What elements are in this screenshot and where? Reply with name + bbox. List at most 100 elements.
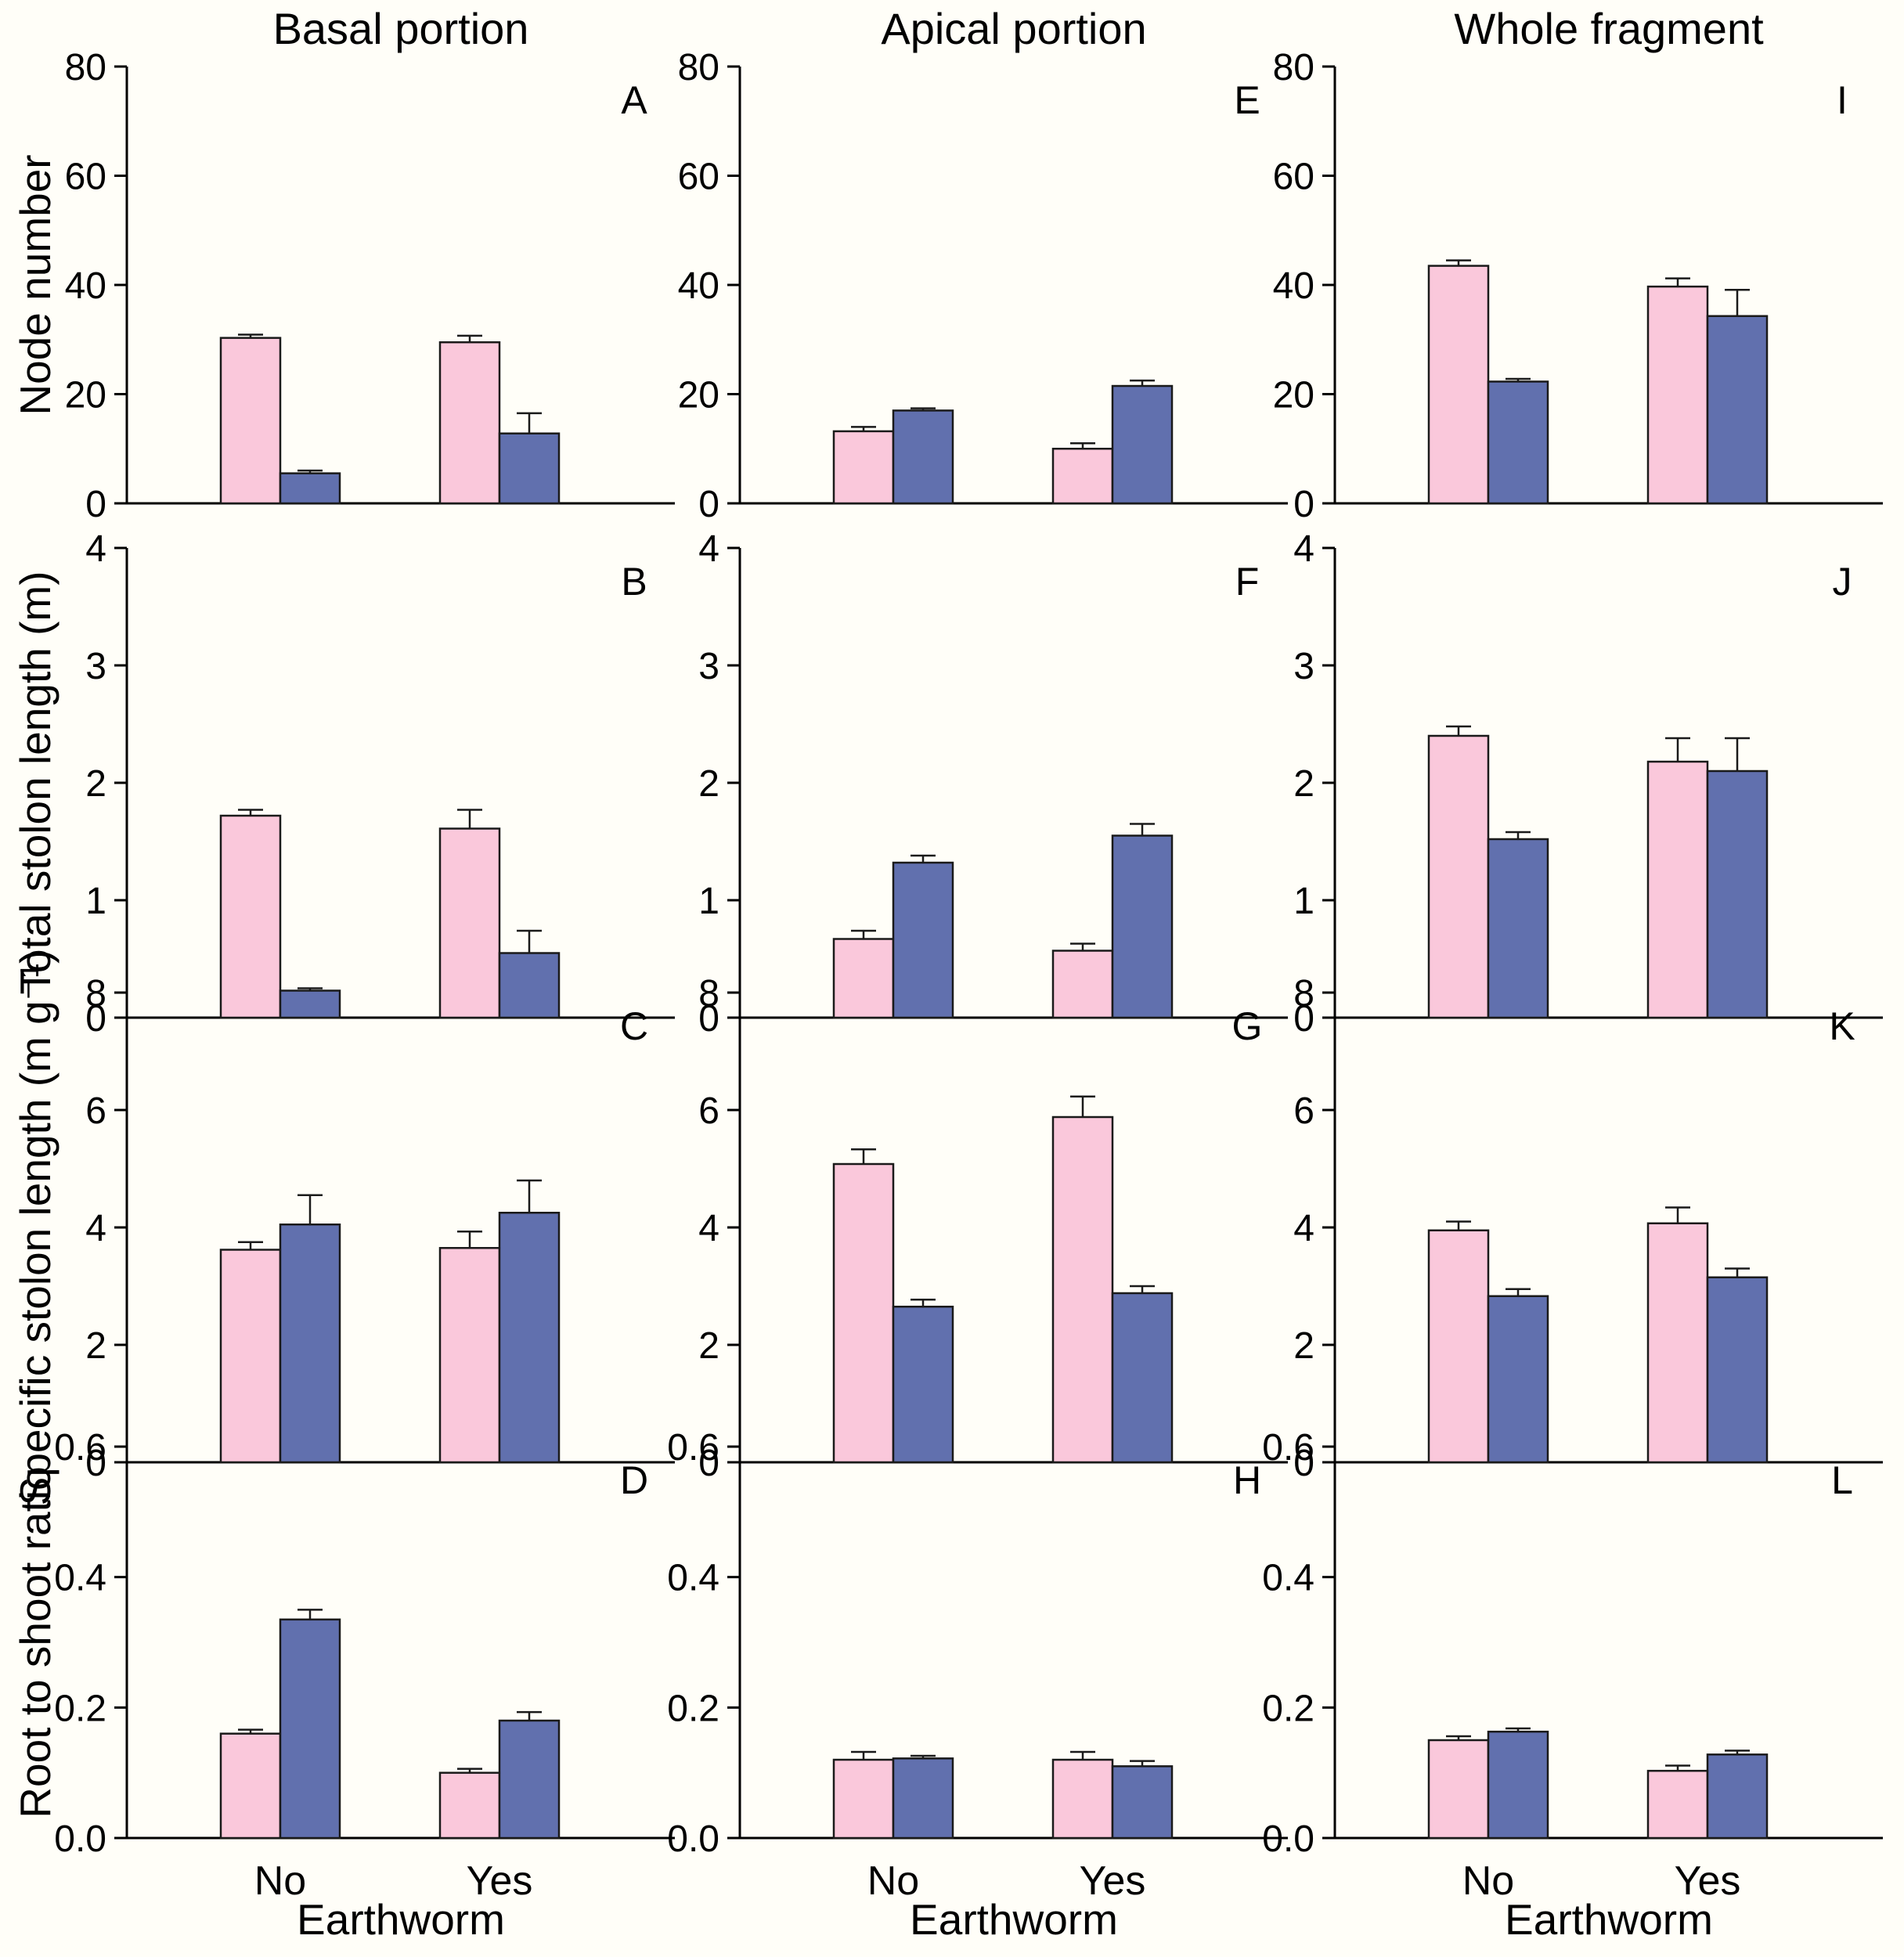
y-tick-label: 0.0 xyxy=(667,1818,719,1860)
y-tick-label: 80 xyxy=(1273,47,1314,88)
panel-l: 0.0 0.2 0.4 0.6 L No Yes xyxy=(1262,1427,1883,1904)
bar-pink-no xyxy=(1427,1229,1490,1464)
y-tick-label: 2 xyxy=(1293,1325,1314,1367)
bar-pink-no xyxy=(832,1758,895,1840)
panel-j: 0 1 2 3 4 J xyxy=(1293,528,1883,1040)
y-tick-label: 3 xyxy=(85,646,106,687)
y-tick-label: 0.2 xyxy=(54,1688,106,1729)
y-tick-label: 0.6 xyxy=(54,1427,106,1469)
panel-d: 0.0 0.2 0.4 0.6 D No Yes xyxy=(54,1427,675,1904)
y-tick-label: 4 xyxy=(698,1208,719,1249)
bar-blue-no xyxy=(892,409,954,505)
y-tick-label: 20 xyxy=(1273,375,1314,416)
bar-blue-yes xyxy=(1111,1292,1174,1464)
bar-blue-yes xyxy=(1706,315,1769,505)
bar-pink-yes xyxy=(438,1247,501,1464)
panel-letter: D xyxy=(620,1458,648,1502)
bar-pink-yes xyxy=(1051,1115,1114,1464)
y-tick-label: 8 xyxy=(85,973,106,1015)
y-tick-label: 20 xyxy=(678,375,719,416)
y-tick-label: 60 xyxy=(678,157,719,198)
bar-pink-no xyxy=(1427,265,1490,505)
y-tick-label: 0 xyxy=(698,1443,719,1484)
y-tick-label: 0 xyxy=(698,484,719,525)
panel-letter: C xyxy=(620,1004,648,1048)
bar-blue-no xyxy=(279,1618,341,1840)
panel-e: 0 20 40 60 80 E xyxy=(678,47,1288,525)
y-tick-label: 60 xyxy=(1273,157,1314,198)
y-tick-label: 0 xyxy=(698,998,719,1040)
y-tick-label: 60 xyxy=(65,157,106,198)
bar-pink-no xyxy=(219,1249,282,1464)
panel-h: 0.0 0.2 0.4 0.6 H No Yes xyxy=(667,1427,1288,1904)
y-tick-label: 6 xyxy=(1293,1090,1314,1132)
y-tick-label: 2 xyxy=(698,763,719,805)
bar-pink-yes xyxy=(1646,760,1709,1019)
y-tick-label: 0 xyxy=(1293,998,1314,1040)
y-tick-label: 4 xyxy=(1293,1208,1314,1249)
panel-letter: J xyxy=(1833,560,1852,604)
panel-k: 0 2 4 6 8 K xyxy=(1293,973,1883,1484)
panel-a: 0 20 40 60 80 A xyxy=(65,47,675,525)
y-tick-label: 0.4 xyxy=(54,1558,106,1599)
y-tick-label: 20 xyxy=(65,375,106,416)
column-title-whole: Whole fragment xyxy=(1454,4,1764,53)
bar-blue-yes xyxy=(1111,384,1174,505)
y-tick-label: 0.4 xyxy=(667,1558,719,1599)
x-axis-title-earthworm-1: Earthworm xyxy=(297,1895,505,1944)
y-tick-label: 4 xyxy=(698,528,719,570)
y-tick-label: 0 xyxy=(85,484,106,525)
x-category-label: No xyxy=(254,1858,306,1904)
bar-pink-no xyxy=(219,337,282,505)
bar-pink-yes xyxy=(1051,1758,1114,1840)
bar-pink-no xyxy=(832,1162,895,1464)
y-tick-label: 1 xyxy=(698,881,719,922)
y-tick-label: 2 xyxy=(85,1325,106,1367)
y-tick-label: 0.4 xyxy=(1262,1558,1314,1599)
y-tick-label: 4 xyxy=(85,528,106,570)
bar-blue-yes xyxy=(1111,1765,1174,1840)
y-tick-label: 2 xyxy=(1293,763,1314,805)
y-tick-label: 0.0 xyxy=(1262,1818,1314,1860)
bar-pink-no xyxy=(219,1732,282,1840)
panel-f: 0 1 2 3 4 F xyxy=(698,528,1288,1040)
y-tick-label: 0 xyxy=(1293,1443,1314,1484)
column-title-apical: Apical portion xyxy=(881,4,1147,53)
panel-letter: K xyxy=(1829,1004,1855,1048)
y-tick-label: 0.6 xyxy=(1262,1427,1314,1469)
x-category-label: No xyxy=(1462,1858,1514,1904)
y-tick-label: 0.6 xyxy=(667,1427,719,1469)
panel-letter: I xyxy=(1837,78,1848,122)
bar-pink-yes xyxy=(1646,1222,1709,1464)
y-tick-label: 80 xyxy=(65,47,106,88)
bar-blue-yes xyxy=(498,952,561,1019)
y-tick-label: 0 xyxy=(85,1443,106,1484)
bar-blue-yes xyxy=(1706,769,1769,1019)
x-category-label: Yes xyxy=(1675,1858,1741,1904)
y-tick-label: 1 xyxy=(1293,881,1314,922)
bar-blue-no xyxy=(892,1306,954,1464)
y-tick-label: 40 xyxy=(1273,265,1314,307)
y-tick-label: 0.2 xyxy=(1262,1688,1314,1729)
x-category-label: Yes xyxy=(1080,1858,1146,1904)
panel-g: 0 2 4 6 8 G xyxy=(698,973,1288,1484)
bar-blue-yes xyxy=(1111,834,1174,1019)
bar-pink-yes xyxy=(1051,950,1114,1019)
y-tick-label: 40 xyxy=(678,265,719,307)
panel-letter: L xyxy=(1831,1458,1853,1502)
bar-blue-yes xyxy=(498,1719,561,1840)
bar-blue-yes xyxy=(1706,1276,1769,1464)
panel-i: 0 20 40 60 80 I xyxy=(1273,47,1883,525)
y-tick-label: 1 xyxy=(85,881,106,922)
column-title-basal: Basal portion xyxy=(272,4,529,53)
bar-pink-yes xyxy=(438,827,501,1019)
y-tick-label: 0.0 xyxy=(54,1818,106,1860)
y-tick-label: 0 xyxy=(85,998,106,1040)
y-tick-label: 2 xyxy=(698,1325,719,1367)
bar-blue-yes xyxy=(1706,1753,1769,1840)
panel-c: 0 2 4 6 8 C xyxy=(85,973,675,1484)
bar-pink-no xyxy=(219,814,282,1019)
bar-pink-yes xyxy=(1646,285,1709,505)
